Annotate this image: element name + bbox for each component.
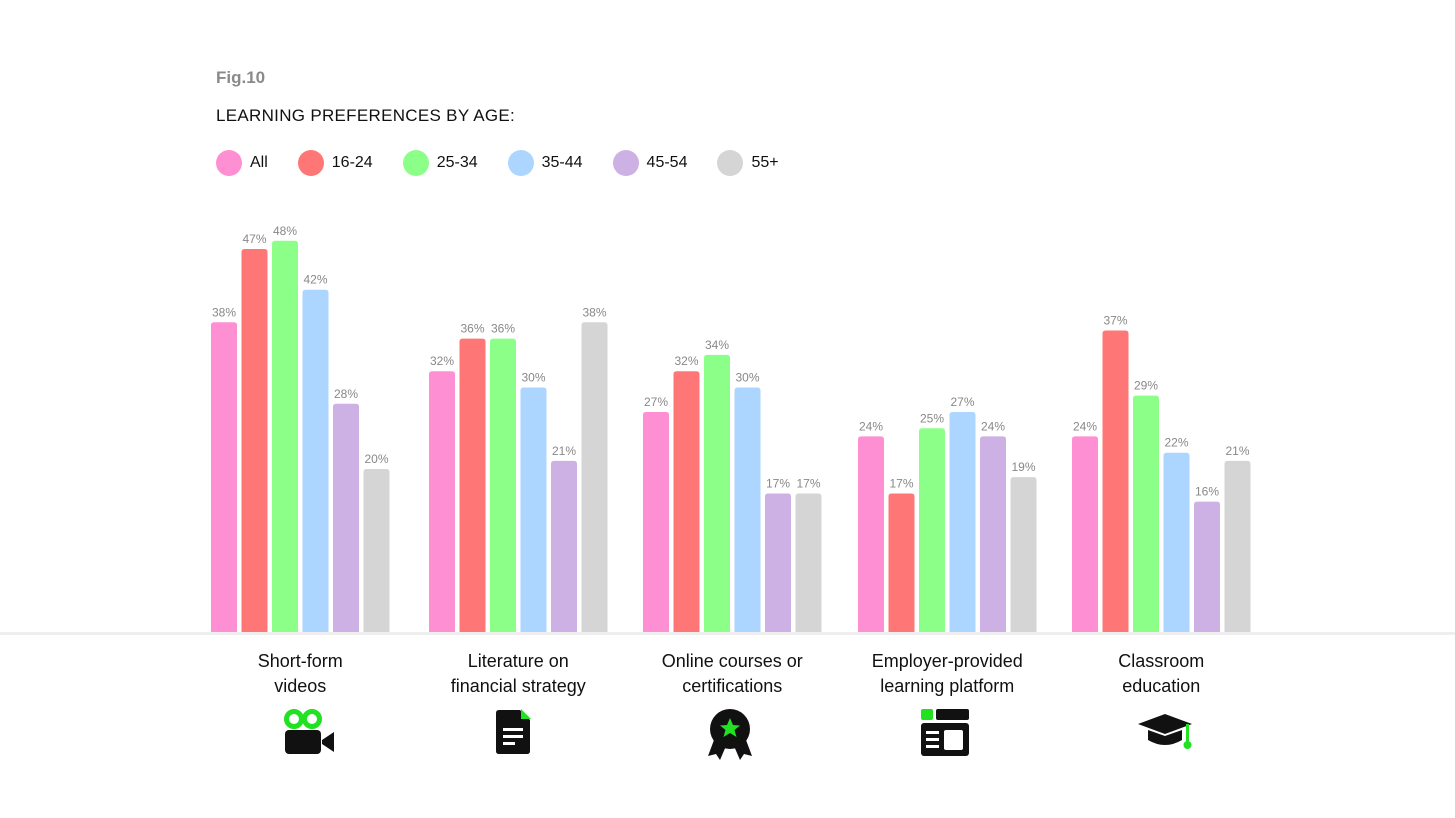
bar xyxy=(1224,460,1251,632)
document-icon xyxy=(484,704,544,760)
bar xyxy=(1010,477,1037,632)
dashboard-layout-icon xyxy=(916,704,976,760)
bar-value-label: 37% xyxy=(1103,313,1127,327)
bar-value-label: 22% xyxy=(1164,436,1188,450)
bar-value-label: 17% xyxy=(889,476,913,490)
chart-baseline xyxy=(0,632,1455,635)
graduation-cap-icon xyxy=(1135,704,1195,760)
bar xyxy=(459,338,486,632)
bar-value-label: 47% xyxy=(242,232,266,246)
bar-value-label: 28% xyxy=(334,387,358,401)
legend-item-16-24: 16-24 xyxy=(297,150,373,176)
bar xyxy=(795,493,822,632)
bar xyxy=(272,240,298,633)
bar xyxy=(1102,330,1129,632)
bar-value-label: 30% xyxy=(735,371,759,385)
bar xyxy=(704,354,730,632)
legend-swatch xyxy=(717,150,744,176)
bar xyxy=(734,387,761,632)
bar-value-label: 24% xyxy=(1073,419,1097,433)
bar-value-label: 21% xyxy=(1225,444,1249,458)
bar-value-label: 30% xyxy=(521,371,545,385)
chart-title: LEARNING PREFERENCES BY AGE: xyxy=(216,106,516,125)
bar-value-label: 36% xyxy=(460,322,484,336)
bar xyxy=(765,493,791,632)
bar-value-label: 32% xyxy=(430,354,454,368)
bar-value-label: 19% xyxy=(1011,460,1035,474)
category-label: Classroom education xyxy=(1118,651,1204,696)
bar-value-label: 38% xyxy=(212,305,236,319)
category-label: Literature on financial strategy xyxy=(451,651,586,696)
bar-value-label: 17% xyxy=(796,476,820,490)
bar-value-label: 27% xyxy=(950,395,974,409)
bar xyxy=(551,460,577,632)
bar-value-label: 27% xyxy=(644,395,668,409)
bar xyxy=(429,371,455,632)
bar-value-label: 36% xyxy=(491,322,515,336)
bar xyxy=(333,403,359,632)
video-camera-icon xyxy=(279,704,339,760)
award-badge-icon xyxy=(700,704,760,760)
bar xyxy=(673,371,700,632)
bar xyxy=(980,436,1006,632)
legend-swatch xyxy=(612,150,639,176)
legend-swatch xyxy=(507,150,534,176)
bar xyxy=(643,411,669,632)
legend-label: 25-34 xyxy=(436,154,478,171)
legend-item-45-54: 45-54 xyxy=(612,150,688,176)
bar xyxy=(520,387,547,632)
bar-value-label: 17% xyxy=(766,476,790,490)
legend-item-all: All xyxy=(216,150,268,176)
bar-value-label: 38% xyxy=(582,305,606,319)
bar xyxy=(1072,436,1098,632)
legend-item-35-44: 35-44 xyxy=(507,150,583,176)
bar xyxy=(949,411,976,632)
bar-value-label: 34% xyxy=(705,338,729,352)
legend-item-25-34: 25-34 xyxy=(402,150,478,176)
category-label: Online courses or certifications xyxy=(662,651,803,696)
bar xyxy=(490,338,516,632)
bar-value-label: 16% xyxy=(1195,485,1219,499)
legend: All 16-24 25-34 35-44 45-54 55+ xyxy=(216,150,809,176)
legend-swatch xyxy=(216,150,242,176)
bar-value-label: 29% xyxy=(1134,379,1158,393)
bar-value-label: 32% xyxy=(674,354,698,368)
bar xyxy=(1163,452,1190,632)
bar-value-label: 25% xyxy=(920,411,944,425)
bar xyxy=(1194,501,1220,632)
bar-value-label: 48% xyxy=(273,224,297,238)
legend-label: 45-54 xyxy=(646,154,688,171)
bar xyxy=(858,436,884,632)
bar xyxy=(211,322,237,632)
legend-swatch xyxy=(297,150,324,176)
bar xyxy=(919,428,945,632)
legend-swatch xyxy=(402,150,429,176)
bar xyxy=(241,248,268,632)
bar-value-label: 20% xyxy=(364,452,388,466)
bar-value-label: 21% xyxy=(552,444,576,458)
bar xyxy=(1133,395,1159,632)
legend-label: All xyxy=(250,154,268,171)
legend-label: 35-44 xyxy=(541,154,583,171)
category-label: Employer-provided learning platform xyxy=(872,651,1023,696)
legend-label: 55+ xyxy=(751,154,779,171)
bar-value-label: 24% xyxy=(981,419,1005,433)
legend-item-55-plus: 55+ xyxy=(717,150,779,176)
category-label: Short-form videos xyxy=(258,651,343,696)
bar-value-label: 24% xyxy=(859,419,883,433)
legend-label: 16-24 xyxy=(331,154,373,171)
bar xyxy=(302,289,329,632)
bar-value-label: 42% xyxy=(303,273,327,287)
bar xyxy=(888,493,915,632)
bar xyxy=(581,322,608,632)
figure-label: Fig.10 xyxy=(216,68,266,87)
bar xyxy=(363,469,390,632)
